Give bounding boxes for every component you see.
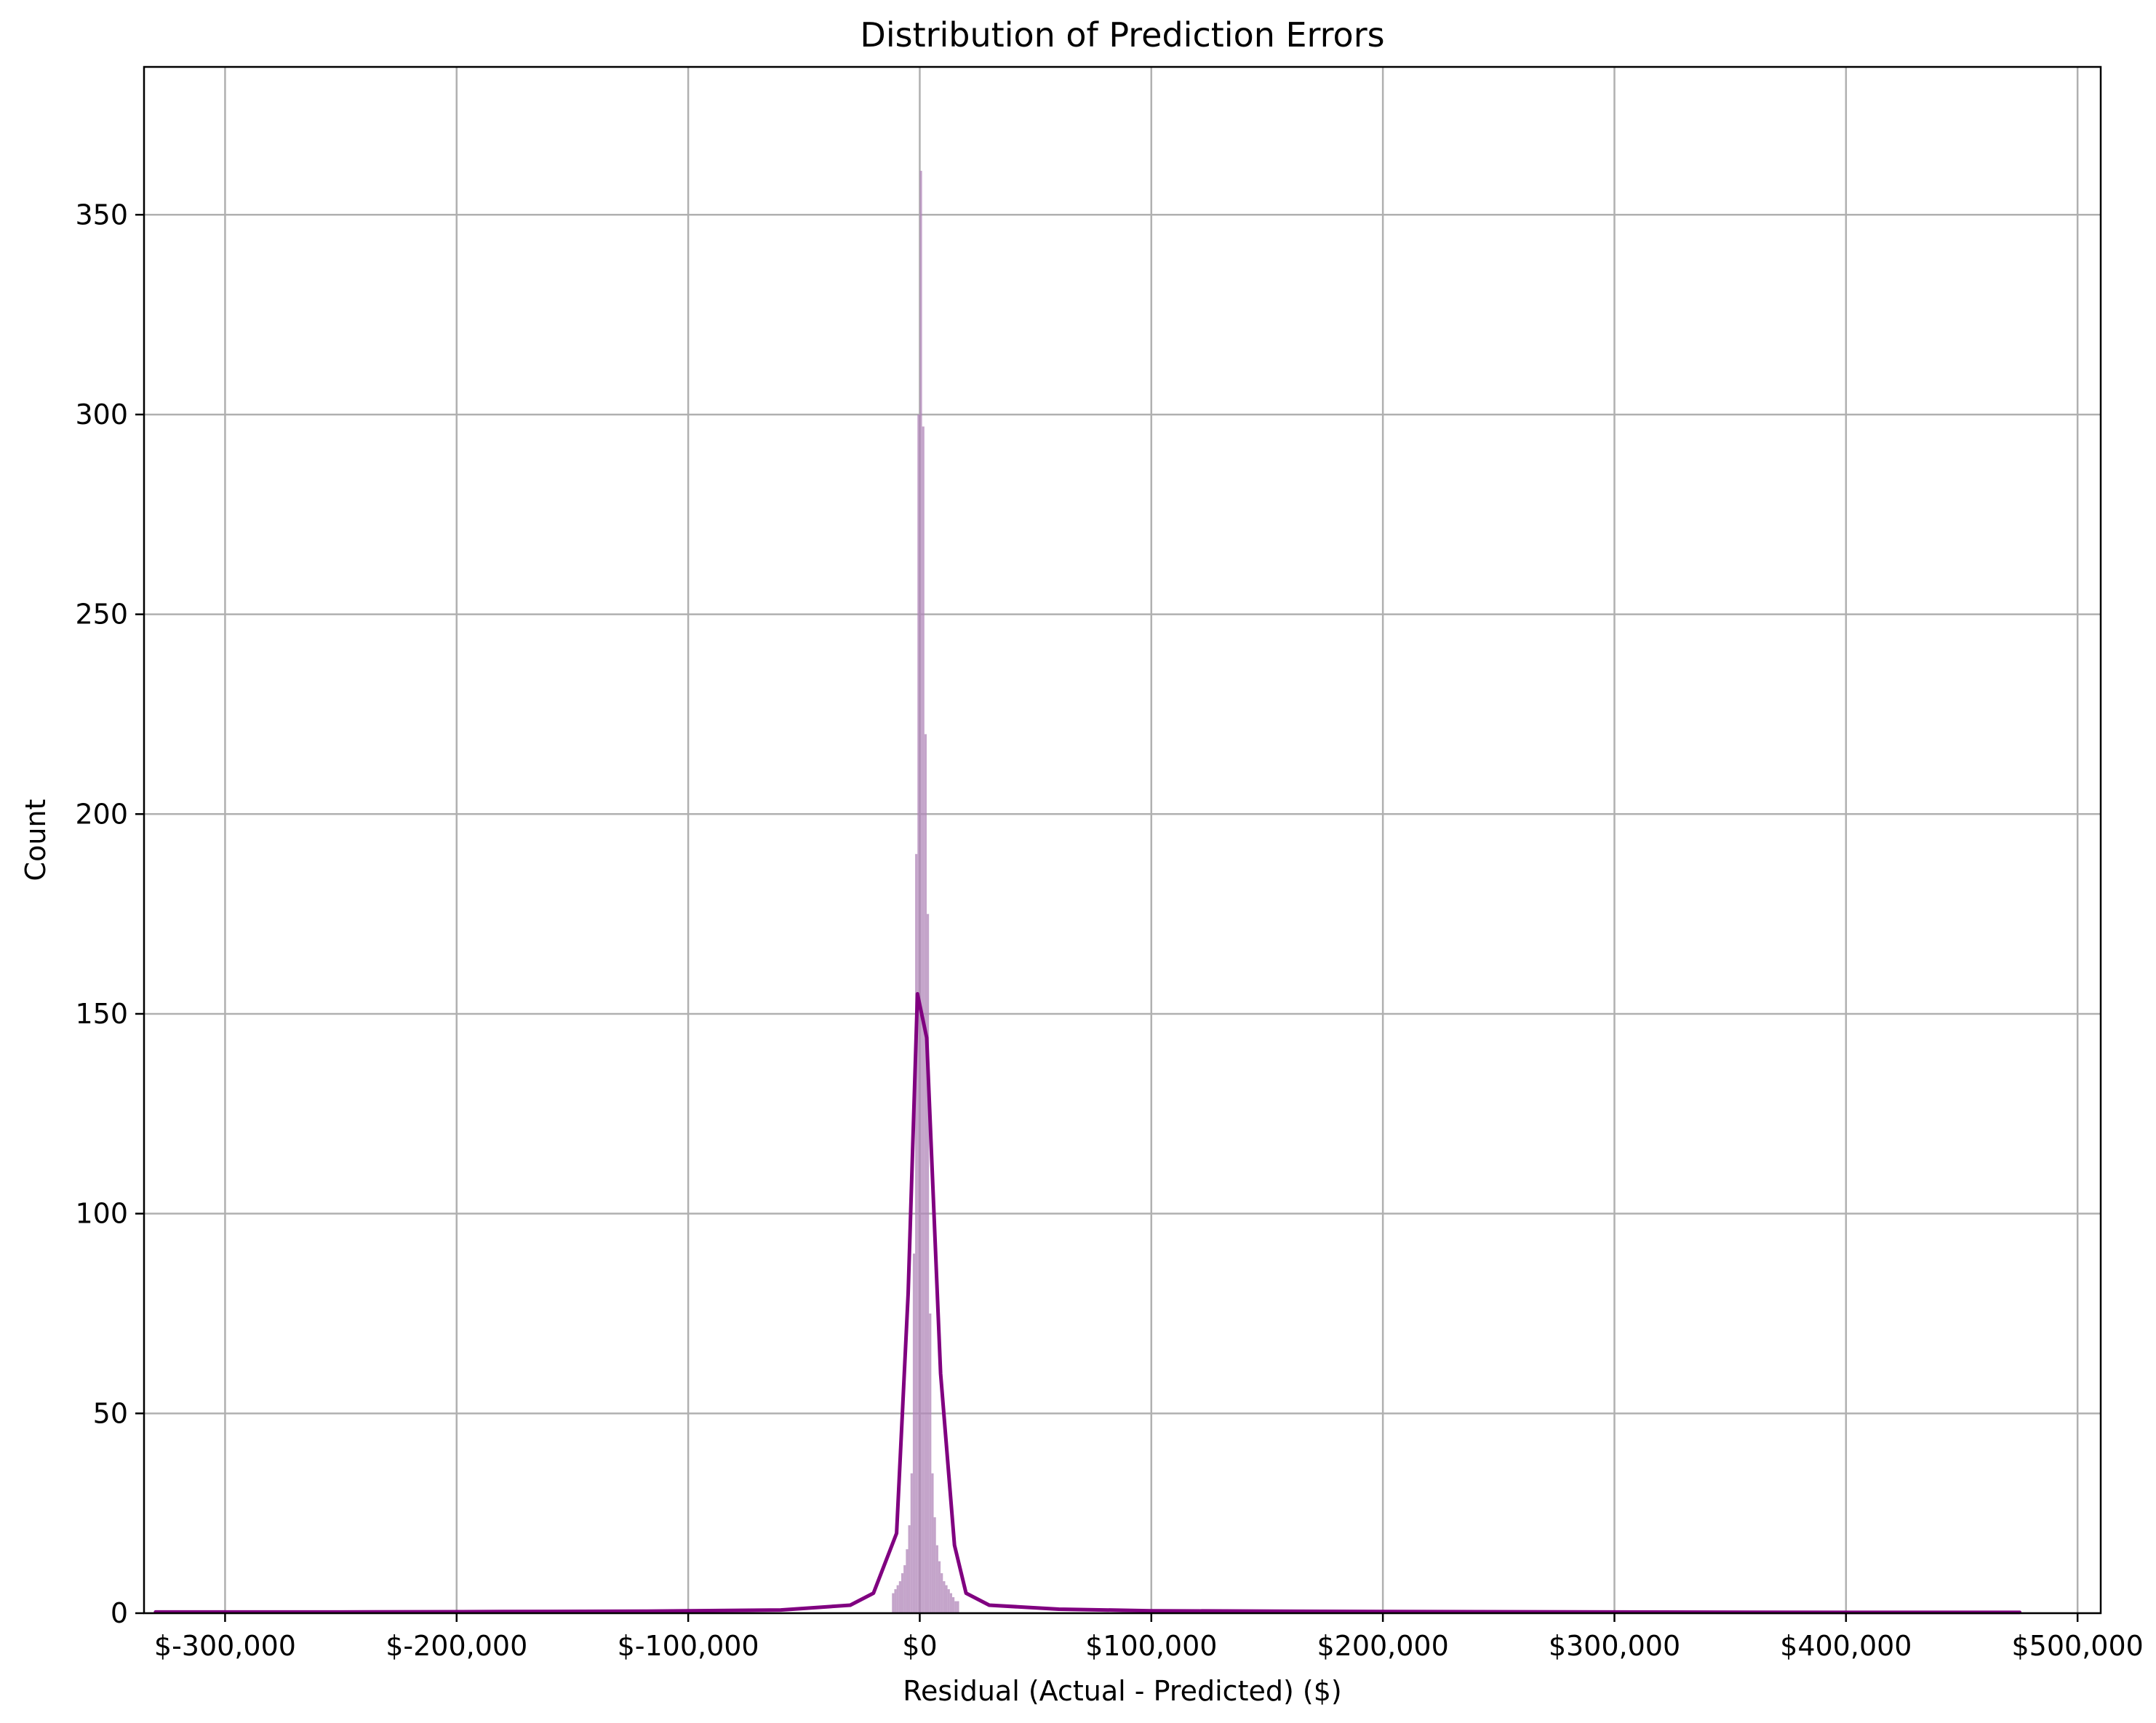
histogram-bar bbox=[927, 914, 930, 1613]
histogram-bar bbox=[943, 1581, 946, 1613]
histogram-bar bbox=[941, 1573, 943, 1613]
y-axis-ticks: 0 50 100 150 200 250 300 350 bbox=[75, 199, 144, 1629]
x-tick-label: $300,000 bbox=[1549, 1630, 1680, 1662]
histogram-bar bbox=[903, 1565, 906, 1613]
x-tick-label: $100,000 bbox=[1085, 1630, 1217, 1662]
histogram-bar bbox=[949, 1593, 953, 1613]
y-tick-label: 250 bbox=[75, 599, 128, 631]
y-tick-label: 150 bbox=[75, 998, 128, 1030]
plot-frame bbox=[143, 65, 2102, 1615]
y-axis-label: Count bbox=[20, 799, 52, 882]
x-tick-label: $-100,000 bbox=[618, 1630, 759, 1662]
histogram-bar bbox=[908, 1525, 911, 1613]
histogram-bar bbox=[931, 1473, 934, 1613]
histogram-bar bbox=[906, 1549, 909, 1613]
histogram-bar bbox=[933, 1517, 936, 1613]
histogram-bar bbox=[892, 1593, 895, 1613]
y-tick-label: 300 bbox=[75, 399, 128, 431]
histogram-bar bbox=[924, 734, 927, 1614]
histogram-bar bbox=[919, 170, 922, 1614]
x-tick-label: $-300,000 bbox=[154, 1630, 296, 1662]
x-axis-ticks: $-300,000 $-200,000 $-100,000 $0 $100,000 $20… bbox=[154, 1613, 2144, 1662]
y-tick-label: 0 bbox=[111, 1597, 128, 1629]
histogram-bar bbox=[929, 1313, 932, 1613]
histogram-bar bbox=[947, 1589, 950, 1613]
histogram-bar bbox=[898, 1581, 901, 1613]
x-tick-label: $500,000 bbox=[2012, 1630, 2144, 1662]
y-tick-label: 200 bbox=[75, 798, 128, 830]
x-tick-label: $0 bbox=[902, 1630, 937, 1662]
histogram-bar bbox=[901, 1573, 904, 1613]
histogram-bar bbox=[938, 1561, 941, 1613]
histogram-bar bbox=[952, 1597, 955, 1613]
histogram-bar bbox=[896, 1585, 899, 1613]
x-tick-label: $200,000 bbox=[1317, 1630, 1448, 1662]
y-tick-label: 50 bbox=[93, 1397, 128, 1429]
y-tick-label: 100 bbox=[75, 1198, 128, 1230]
kde-line bbox=[153, 992, 2022, 1615]
histogram-bar bbox=[915, 854, 918, 1613]
histogram-bar bbox=[957, 1601, 959, 1613]
histogram-bar bbox=[912, 1253, 916, 1613]
histogram-bar bbox=[945, 1585, 948, 1613]
histogram-bar bbox=[935, 1545, 938, 1613]
kde-curve bbox=[153, 992, 2022, 1615]
histogram-bar bbox=[894, 1589, 897, 1613]
x-tick-label: $-200,000 bbox=[386, 1630, 527, 1662]
chart-title: Distribution of Prediction Errors bbox=[860, 15, 1384, 55]
grid-lines bbox=[144, 67, 2101, 1615]
x-axis-label: Residual (Actual - Predicted) ($) bbox=[903, 1675, 1341, 1707]
x-tick-label: $400,000 bbox=[1780, 1630, 1912, 1662]
y-tick-label: 350 bbox=[75, 199, 128, 231]
histogram-bar bbox=[910, 1473, 913, 1613]
histogram-bar bbox=[954, 1601, 957, 1613]
